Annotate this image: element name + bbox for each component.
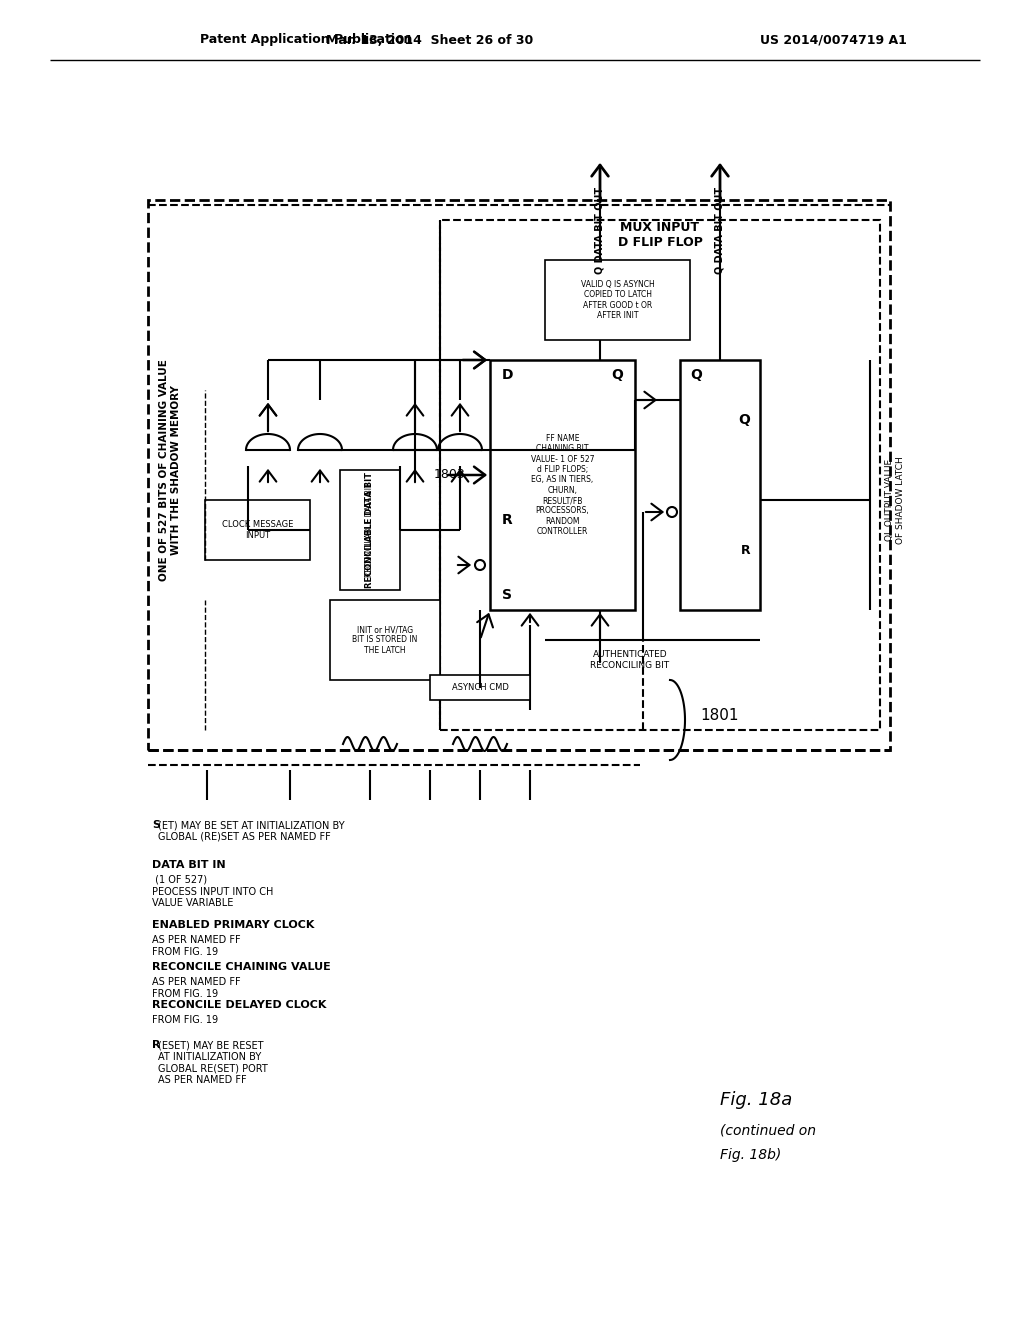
Text: AS PER NAMED FF
FROM FIG. 19: AS PER NAMED FF FROM FIG. 19: [152, 935, 241, 957]
Text: VALID Q IS ASYNCH
COPIED TO LATCH
AFTER GOOD t OR
AFTER INIT: VALID Q IS ASYNCH COPIED TO LATCH AFTER …: [581, 280, 654, 321]
Text: FROM FIG. 19: FROM FIG. 19: [152, 1015, 218, 1026]
Text: AS PER NAMED FF
FROM FIG. 19: AS PER NAMED FF FROM FIG. 19: [152, 977, 241, 999]
Text: ENABLED PRIMARY CLOCK: ENABLED PRIMARY CLOCK: [152, 920, 314, 931]
Bar: [490, 360, 635, 610]
Text: AUTHENTICATED
RECONCILING BIT: AUTHENTICATED RECONCILING BIT: [591, 651, 670, 669]
Text: Q: Q: [690, 368, 701, 381]
Text: Q: Q: [738, 413, 750, 426]
Text: Q: Q: [611, 368, 623, 381]
Text: (1 OF 527)
PEOCESS INPUT INTO CH
VALUE VARIABLE: (1 OF 527) PEOCESS INPUT INTO CH VALUE V…: [152, 875, 273, 908]
Text: Fig. 18a: Fig. 18a: [720, 1092, 793, 1109]
Text: S: S: [502, 587, 512, 602]
Bar: [545, 260, 690, 341]
Bar: [340, 470, 400, 590]
Text: 1803: 1803: [434, 469, 466, 482]
Text: DATA BIT IN: DATA BIT IN: [152, 861, 225, 870]
Text: R: R: [502, 513, 513, 527]
Bar: [330, 601, 440, 680]
Text: ONE OF 527 BITS OF CHAINING VALUE
WITH THE SHADOW MEMORY: ONE OF 527 BITS OF CHAINING VALUE WITH T…: [159, 359, 181, 581]
Text: FF NAME
CHAINING BIT
VALUE- 1 OF 527
d FLIP FLOPS;
EG, AS IN TIERS,
CHURN,
RESUL: FF NAME CHAINING BIT VALUE- 1 OF 527 d F…: [530, 434, 594, 536]
Bar: [148, 201, 890, 750]
Text: RECONCILABLE DATA BIT: RECONCILABLE DATA BIT: [366, 473, 375, 587]
Text: QL OUTPUT VALUE
OF SHADOW LATCH: QL OUTPUT VALUE OF SHADOW LATCH: [886, 457, 904, 544]
Text: Q DATA BIT OUT: Q DATA BIT OUT: [715, 186, 725, 273]
Text: CLOCK MESSAGE
INPUT: CLOCK MESSAGE INPUT: [222, 520, 293, 540]
Text: D: D: [502, 368, 513, 381]
Bar: [430, 675, 530, 700]
Text: MUX INPUT
D FLIP FLOP: MUX INPUT D FLIP FLOP: [617, 220, 702, 249]
Text: RECONCILE DELAYED CLOCK: RECONCILE DELAYED CLOCK: [152, 1001, 327, 1010]
Bar: [440, 220, 880, 730]
Text: (continued on: (continued on: [720, 1123, 816, 1137]
Text: US 2014/0074719 A1: US 2014/0074719 A1: [760, 33, 907, 46]
Text: (ESET) MAY BE RESET
AT INITIALIZATION BY
GLOBAL RE(SET) PORT
AS PER NAMED FF: (ESET) MAY BE RESET AT INITIALIZATION BY…: [158, 1040, 267, 1085]
Text: (ET) MAY BE SET AT INITIALIZATION BY
GLOBAL (RE)SET AS PER NAMED FF: (ET) MAY BE SET AT INITIALIZATION BY GLO…: [158, 820, 345, 842]
Text: Q DATA BIT OUT: Q DATA BIT OUT: [595, 186, 605, 273]
Text: RECONCILE CHAINING VALUE: RECONCILE CHAINING VALUE: [152, 962, 331, 972]
Text: Fig. 18b): Fig. 18b): [720, 1148, 781, 1162]
Text: Patent Application Publication: Patent Application Publication: [200, 33, 413, 46]
Bar: [205, 500, 310, 560]
Text: S: S: [152, 820, 160, 830]
Text: ASYNCH CMD: ASYNCH CMD: [452, 682, 509, 692]
Text: 1801: 1801: [700, 708, 738, 722]
Text: Mar. 13, 2014  Sheet 26 of 30: Mar. 13, 2014 Sheet 26 of 30: [327, 33, 534, 46]
Text: R: R: [740, 544, 750, 557]
Text: INIT or HV/TAG
BIT IS STORED IN
THE LATCH: INIT or HV/TAG BIT IS STORED IN THE LATC…: [352, 626, 418, 655]
Bar: [680, 360, 760, 610]
Text: R: R: [152, 1040, 161, 1049]
Text: RECONCILABLE DATA BIT: RECONCILABLE DATA BIT: [366, 483, 375, 577]
